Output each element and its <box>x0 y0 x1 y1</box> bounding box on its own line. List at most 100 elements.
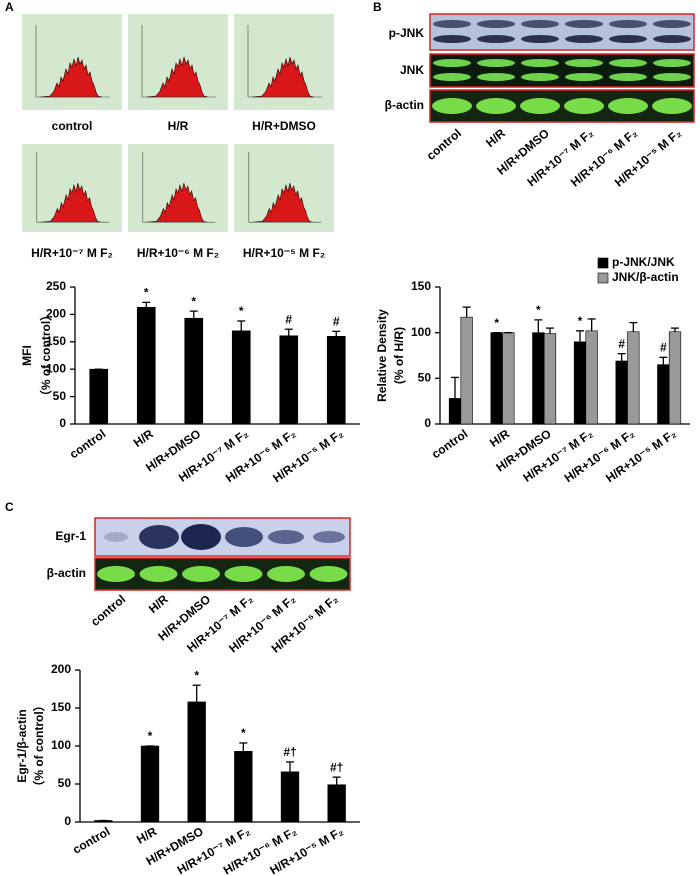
bar <box>490 332 503 425</box>
histogram-label: H/R+10⁻⁷ M F₂ <box>31 246 113 260</box>
histogram-label: H/R+10⁻⁵ M F₂ <box>243 246 325 260</box>
bar <box>184 317 204 425</box>
bar <box>234 751 253 823</box>
bar <box>326 336 346 425</box>
bar <box>280 771 300 823</box>
bar <box>532 332 545 425</box>
bar <box>627 331 640 425</box>
blot-row-label: p-JNK <box>389 26 425 40</box>
bar <box>668 331 682 425</box>
panel-label: C <box>5 500 14 514</box>
histogram-label: control <box>52 119 93 133</box>
y-tick-label: 150 <box>411 279 431 293</box>
bar <box>543 333 557 425</box>
y-tick-label: 250 <box>46 279 66 293</box>
legend-swatch <box>597 272 609 284</box>
significance-mark: * <box>239 304 244 318</box>
y-tick-label: 200 <box>46 307 66 321</box>
blot-band <box>268 530 304 544</box>
y-tick-label: 50 <box>418 371 432 385</box>
y-axis-label: （% of control） <box>38 309 53 402</box>
bar <box>502 332 515 425</box>
x-tick-label: H/R <box>134 824 159 847</box>
legend-label: p-JNK/JNK <box>612 255 675 269</box>
blot-row-label: β-actin <box>385 98 424 112</box>
x-tick-label: control <box>70 824 112 856</box>
bar <box>136 306 156 425</box>
significance-mark: * <box>194 668 199 682</box>
blot-band <box>225 527 263 547</box>
significance-mark: * <box>494 316 499 330</box>
x-tick-label: H/R <box>131 426 156 450</box>
y-tick-label: 0 <box>64 814 71 828</box>
lane-label: control <box>88 592 128 629</box>
bar <box>448 398 462 425</box>
blot-bands <box>430 90 694 122</box>
blot-b: p-JNK JNK β-actin <box>385 13 695 123</box>
y-tick-label: 0 <box>424 416 431 430</box>
y-tick-label: 0 <box>59 416 66 430</box>
bar <box>89 368 109 425</box>
x-tick-label: control <box>429 427 470 462</box>
lane-label: H/R <box>146 592 171 616</box>
bar <box>231 330 251 425</box>
significance-mark: #† <box>330 760 343 774</box>
significance-mark: * <box>191 294 196 308</box>
lane-label: H/R <box>483 126 508 150</box>
significance-mark: # <box>618 337 625 351</box>
x-tick-label: control <box>67 427 108 462</box>
significance-mark: # <box>333 315 340 329</box>
bar <box>140 745 160 823</box>
y-tick-label: 50 <box>53 389 67 403</box>
blot-bands <box>430 54 694 87</box>
blot-bands <box>95 558 350 590</box>
significance-mark: # <box>285 312 292 326</box>
y-tick-label: 100 <box>51 738 71 752</box>
legend-label: JNK/β-actin <box>612 270 679 284</box>
y-tick-label: 150 <box>51 700 71 714</box>
blot-row-label: β-actin <box>47 566 86 580</box>
significance-mark: * <box>241 726 246 740</box>
significance-mark: * <box>578 314 583 328</box>
y-tick-label: 100 <box>411 325 431 339</box>
blot-c: Egr-1 β-actin <box>47 517 351 591</box>
bar <box>187 701 206 823</box>
x-tick-label: H/R+10⁻⁶ M F₂ <box>562 427 637 486</box>
histogram-label: H/R <box>168 119 189 133</box>
bar <box>460 316 473 425</box>
y-tick-label: 100 <box>46 361 66 375</box>
bar <box>327 784 346 823</box>
significance-mark: #† <box>283 745 296 759</box>
y-tick-label: 50 <box>58 776 72 790</box>
y-axis-label: Egr-1/β-actin <box>15 709 29 782</box>
panel-label: A <box>5 0 14 14</box>
significance-mark: # <box>660 340 667 354</box>
blot-band <box>104 532 128 542</box>
bar <box>615 360 628 425</box>
histogram-label: H/R+10⁻⁶ M F₂ <box>137 246 219 260</box>
x-tick-label: H/R <box>487 426 512 450</box>
bar <box>585 330 598 425</box>
y-axis-label: MFI <box>20 345 34 366</box>
x-tick-label: H/R+10⁻⁵ M F₂ <box>603 427 678 486</box>
bar <box>657 364 670 425</box>
y-tick-label: 150 <box>46 334 66 348</box>
blot-bands <box>430 14 694 50</box>
y-tick-label: 200 <box>51 662 71 676</box>
legend-swatch <box>597 257 609 269</box>
flow-histograms: control H/R H/R+DMSO H/R+10⁻⁷ M F₂ H/R+1… <box>22 14 334 260</box>
blot-row-label: JNK <box>400 63 424 77</box>
histogram-label: H/R+DMSO <box>252 119 316 133</box>
significance-mark: * <box>144 286 149 300</box>
y-axis-label: Relative Density <box>375 309 389 402</box>
panel-label: B <box>373 0 382 14</box>
bar <box>279 335 299 425</box>
blot-band <box>313 531 345 543</box>
blot-row-label: Egr-1 <box>55 529 86 543</box>
lane-label: control <box>424 126 464 163</box>
significance-mark: * <box>536 303 541 317</box>
y-axis-label: （% of control） <box>31 699 46 792</box>
bar <box>573 341 587 425</box>
y-axis-label: (% of H/R) <box>392 327 406 384</box>
